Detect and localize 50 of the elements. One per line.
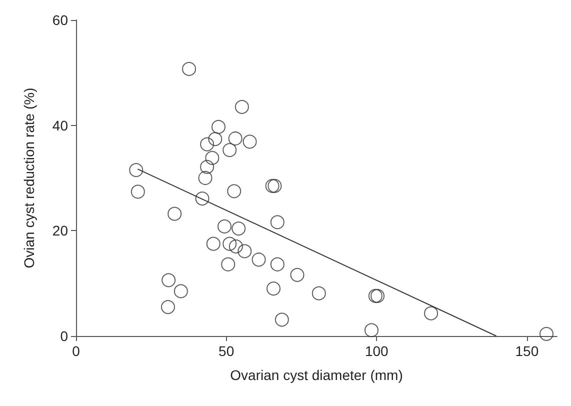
point (168, 206, 182, 221)
point (198, 171, 212, 185)
point (227, 184, 242, 198)
point (274, 312, 289, 327)
point (161, 300, 175, 314)
point (368, 288, 382, 303)
point (270, 257, 284, 272)
point (205, 150, 220, 165)
x-tick-label: 0 (72, 343, 80, 359)
point (212, 120, 226, 134)
y-axis-title: Ovian cyst reduction rate (%) (21, 88, 37, 268)
x-axis-title: Ovarian cyst diameter (mm) (230, 367, 403, 383)
point (266, 282, 281, 296)
point (129, 163, 144, 178)
point (370, 288, 385, 303)
point (424, 306, 438, 320)
point (218, 219, 232, 234)
point (265, 178, 280, 193)
point (234, 100, 249, 114)
point (182, 62, 196, 76)
y-tick-label: 40 (52, 117, 68, 134)
x-tick-label: 50 (218, 343, 234, 359)
x-tick-label: 100 (364, 343, 389, 359)
y-tick-label: 0 (60, 328, 68, 344)
point (200, 160, 214, 174)
point (252, 252, 266, 267)
point (195, 192, 210, 206)
point (206, 236, 220, 251)
point (162, 273, 176, 288)
x-tick-label: 150 (515, 343, 539, 359)
point (130, 184, 145, 199)
point (228, 132, 242, 146)
point (208, 132, 222, 146)
y-tick-label: 20 (52, 222, 68, 239)
y-tick-label: 60 (52, 12, 68, 28)
point (290, 268, 304, 282)
point (242, 134, 257, 149)
point (312, 286, 326, 300)
point (238, 244, 252, 258)
point (268, 178, 282, 193)
point (228, 239, 243, 254)
point (222, 143, 237, 158)
point (174, 284, 188, 298)
point (539, 326, 554, 341)
point (364, 323, 379, 338)
point (222, 236, 237, 251)
point (200, 137, 214, 152)
point (270, 215, 284, 230)
point (232, 222, 246, 236)
point (221, 257, 236, 272)
